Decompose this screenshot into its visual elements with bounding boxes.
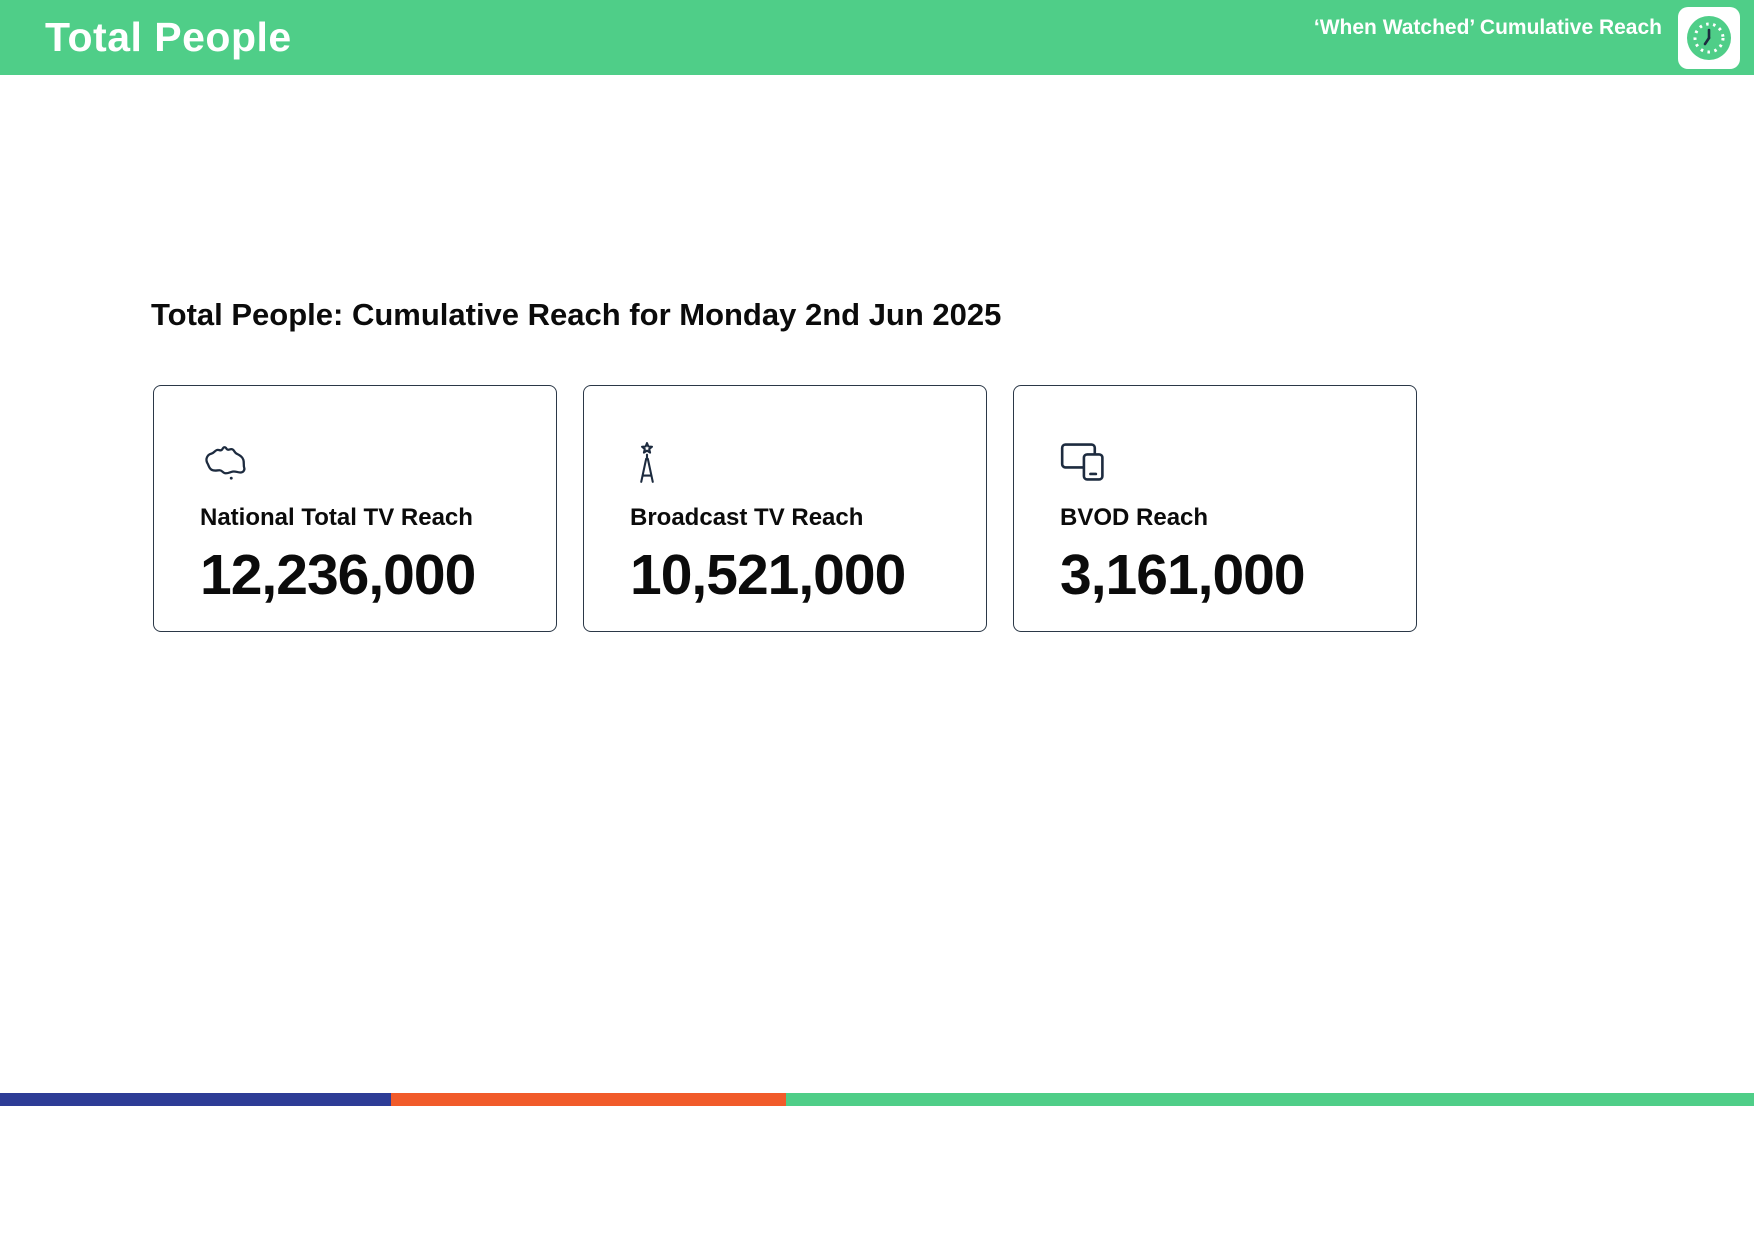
kpi-label: National Total TV Reach [200, 504, 473, 531]
broadcast-tower-icon [630, 440, 966, 488]
footer-brand-bar [0, 1093, 1754, 1106]
page-title: Total People: Cumulative Reach for Monda… [151, 297, 1002, 332]
footer-orange-segment [391, 1093, 786, 1106]
kpi-cards: National Total TV Reach 12,236,000 Broad… [153, 385, 1754, 632]
app-title: Total People [45, 14, 292, 60]
clock-icon [1685, 14, 1733, 62]
kpi-value: 10,521,000 [630, 543, 906, 607]
kpi-card-national-total-tv-reach: National Total TV Reach 12,236,000 [153, 385, 557, 632]
kpi-label: BVOD Reach [1060, 504, 1209, 531]
devices-icon [1060, 440, 1396, 488]
clock-button[interactable] [1678, 6, 1740, 69]
report-mode-label: ‘When Watched’ Cumulative Reach [1313, 16, 1662, 39]
header: Total People ‘When Watched’ Cumulative R… [0, 0, 1754, 75]
kpi-card-bvod-reach: BVOD Reach 3,161,000 [1013, 385, 1417, 632]
kpi-label: Broadcast TV Reach [630, 504, 864, 531]
kpi-value: 3,161,000 [1060, 543, 1306, 607]
footer-green-segment [785, 1093, 1754, 1106]
kpi-value: 12,236,000 [200, 543, 476, 607]
header-right: ‘When Watched’ Cumulative Reach [1314, 0, 1740, 75]
footer-blue-segment [0, 1093, 392, 1106]
main-content: Total People: Cumulative Reach for Monda… [0, 75, 1754, 632]
kpi-card-broadcast-tv-reach: Broadcast TV Reach 10,521,000 [583, 385, 987, 632]
australia-map-icon [200, 440, 536, 488]
